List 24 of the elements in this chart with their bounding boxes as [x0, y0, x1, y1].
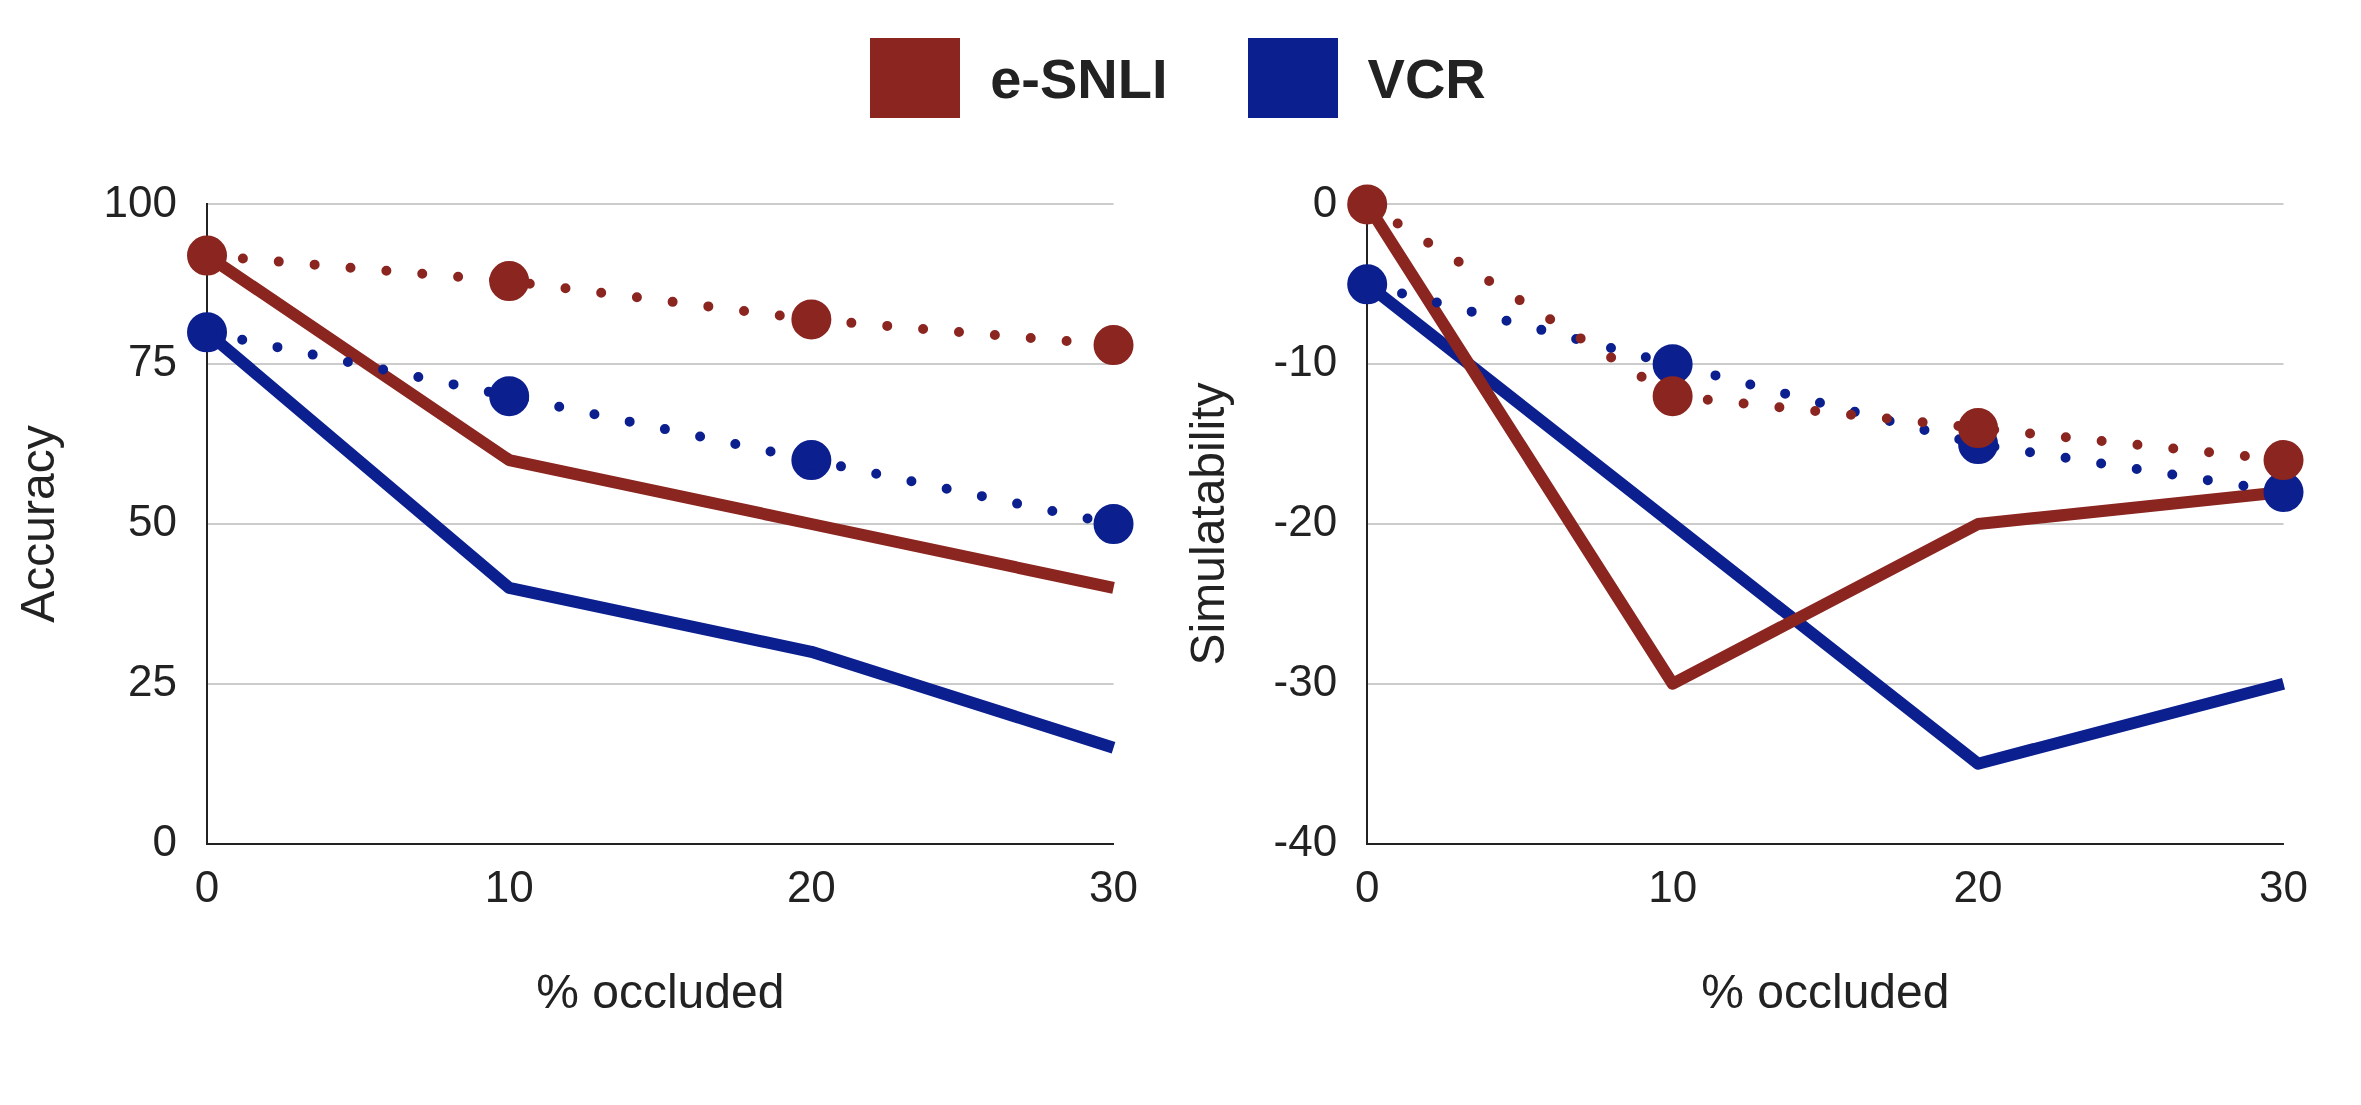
y-tick-label: 0 [1312, 176, 1338, 226]
x-tick-label: 20 [786, 862, 836, 912]
y-tick-label: -30 [1273, 655, 1338, 705]
x-tick-label: 30 [1089, 862, 1139, 912]
x-tick-label: 30 [2259, 862, 2309, 912]
y-tick-label: 50 [128, 496, 178, 546]
y-tick-label: -40 [1273, 815, 1338, 865]
x-axis-title: % occluded [1701, 965, 1950, 1019]
y-tick-label: -10 [1273, 336, 1338, 386]
x-tick-label: 0 [1354, 862, 1380, 912]
y-axis-title: Accuracy [11, 425, 65, 623]
x-tick-label: 10 [484, 862, 534, 912]
y-tick-label: 0 [152, 815, 178, 865]
y-tick-label: 75 [128, 336, 178, 386]
x-tick-label: 10 [1648, 862, 1698, 912]
y-tick-label: -20 [1273, 496, 1338, 546]
x-tick-label: 0 [194, 862, 220, 912]
y-tick-label: 25 [128, 655, 178, 705]
legend-label: e-SNLI [990, 45, 1168, 111]
y-axis-title: Simulatability [1181, 382, 1235, 666]
x-tick-label: 20 [1953, 862, 2003, 912]
y-tick-label: 100 [103, 176, 178, 226]
x-axis-title: % occluded [536, 965, 785, 1019]
legend-label: VCR [1367, 45, 1486, 111]
